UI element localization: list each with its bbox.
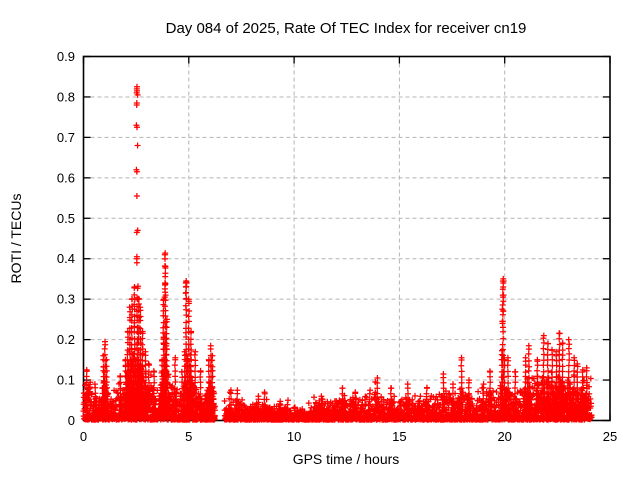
svg-text:10: 10: [287, 429, 301, 444]
svg-text:20: 20: [497, 429, 511, 444]
svg-text:15: 15: [392, 429, 406, 444]
svg-text:0.9: 0.9: [57, 49, 75, 64]
grid-lines: [83, 56, 610, 421]
svg-text:5: 5: [185, 429, 192, 444]
svg-text:0.6: 0.6: [57, 170, 75, 185]
y-tick-labels: 0 0.1 0.2 0.3 0.4 0.5 0.6 0.7 0.8 0.9: [57, 49, 75, 428]
y-axis-label: ROTI / TECUs: [8, 194, 24, 284]
svg-text:0.7: 0.7: [57, 130, 75, 145]
svg-text:0.1: 0.1: [57, 373, 75, 388]
svg-text:0.4: 0.4: [57, 251, 75, 266]
x-axis-label: GPS time / hours: [293, 451, 400, 467]
svg-text:0.2: 0.2: [57, 332, 75, 347]
svg-text:0.3: 0.3: [57, 292, 75, 307]
svg-text:0: 0: [68, 413, 75, 428]
svg-text:0: 0: [80, 429, 87, 444]
chart-title: Day 084 of 2025, Rate Of TEC Index for r…: [166, 20, 527, 37]
svg-text:25: 25: [603, 429, 617, 444]
scatter-points: [80, 83, 595, 423]
svg-text:0.5: 0.5: [57, 211, 75, 226]
svg-text:0.8: 0.8: [57, 89, 75, 104]
x-tick-labels: 0 5 10 15 20 25: [80, 429, 617, 444]
